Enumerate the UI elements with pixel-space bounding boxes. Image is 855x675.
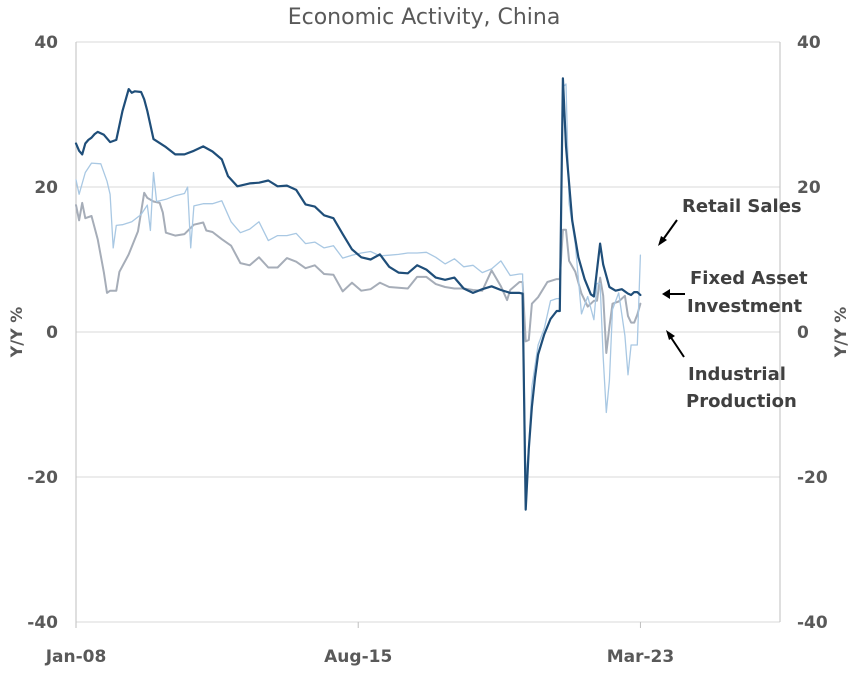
series-line-industrial-production [75,191,642,354]
series-line-retail-sales [75,83,642,482]
annotation-retail-sales-arrowhead [658,236,667,246]
gridlines [76,41,780,623]
x-tick-labels: Jan-08 Aug-15 Mar-23 [45,622,675,667]
annotation-ip-arrow [669,335,685,358]
y-tick-left-40: 40 [34,33,58,53]
annotation-ip-label-line1: Industrial [688,364,786,385]
annotation-retail-sales-label: Retail Sales [682,196,802,217]
annotation-fai-arrowhead [662,289,670,299]
annotation-ip-label-line2: Production [686,391,797,412]
x-tick-label-2: Mar-23 [607,647,675,667]
y-tick-right-0: 0 [797,323,809,343]
y-tick-right--40: -40 [797,613,828,633]
y-tick-right-40: 40 [797,33,821,53]
annotation-fai-label-line2: Investment [687,296,803,317]
y-tick-left--40: -40 [27,613,58,633]
annotation-fixed-asset-investment: Fixed Asset Investment [662,268,808,317]
y-tick-right--20: -20 [797,468,828,488]
right-y-tick-labels: -40 -20 0 20 40 [797,33,828,633]
left-y-tick-labels: -40 -20 0 20 40 [27,33,58,633]
annotation-retail-sales-arrow [661,219,678,242]
annotation-industrial-production: Industrial Production [666,330,797,412]
y-tick-left--20: -20 [27,468,58,488]
annotation-ip-arrowhead [666,330,675,340]
x-tick-label-1: Aug-15 [324,647,392,667]
y-tick-right-20: 20 [797,178,821,198]
annotation-fai-label-line1: Fixed Asset [690,268,808,289]
series-layer [74,77,642,511]
chart-title: Economic Activity, China [288,5,561,30]
y-tick-left-0: 0 [46,323,58,343]
series-line-fixed-asset-investment [74,77,642,511]
x-tick-label-0: Jan-08 [45,647,107,667]
annotation-retail-sales: Retail Sales [658,196,802,246]
y-tick-left-20: 20 [34,178,58,198]
right-y-axis-label: Y/Y % [831,307,850,359]
left-y-axis-label: Y/Y % [7,307,26,359]
